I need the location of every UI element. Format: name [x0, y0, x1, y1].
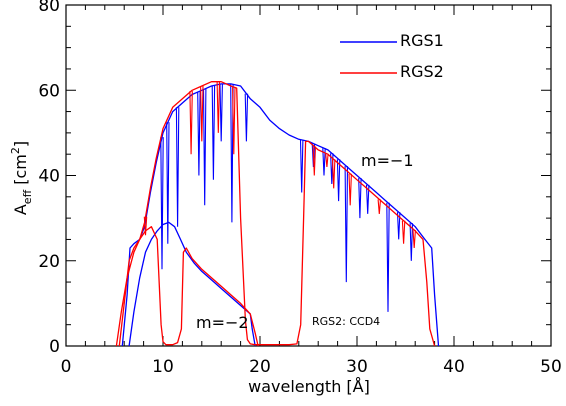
rgs2-absorption-dip: [200, 85, 204, 142]
x-tick-label: 50: [540, 357, 562, 377]
x-tick-label: 0: [61, 357, 72, 377]
rgs2-absorption-dip: [377, 199, 382, 214]
y-axis-title: Aeff [cm2]: [9, 141, 34, 215]
rgs1-absorption-dip: [202, 88, 207, 206]
series-rgs1: [121, 83, 440, 347]
rgs1-absorption-dip: [396, 212, 401, 240]
rgs2-order-minus2-line: [115, 226, 259, 347]
rgs1-absorption-dip: [244, 93, 249, 142]
annotation-order-minus1: m=−1: [361, 151, 414, 170]
rgs1-absorption-dip: [365, 184, 370, 214]
x-axis-title: wavelength [Å]: [248, 377, 370, 396]
x-tick-label: 30: [346, 357, 368, 377]
rgs1-absorption-dip: [358, 178, 362, 219]
rgs1-absorption-dip: [409, 223, 414, 261]
rgs1-absorption-dip: [322, 148, 326, 176]
rgs1-absorption-dip: [299, 139, 304, 193]
rgs1-absorption-dip: [336, 159, 341, 202]
rgs2-absorption-dip: [143, 216, 148, 236]
legend-label-rgs1: RGS1: [400, 31, 444, 50]
rgs1-absorption-dip: [166, 122, 170, 244]
y-tick-label: 0: [49, 337, 60, 357]
rgs2-order-minus1-line: [118, 81, 436, 347]
y-axis-title-main: A: [11, 204, 30, 215]
rgs1-absorption-dip: [344, 166, 349, 283]
rgs1-absorption-dip: [230, 84, 234, 223]
y-axis-title-close: ]: [11, 141, 30, 147]
y-axis-title-sub: eff: [21, 189, 34, 204]
rgs2-absorption-dip: [401, 220, 406, 244]
rgs1-absorption-dip: [160, 137, 164, 270]
rgs2-absorption-dip: [216, 81, 221, 133]
x-tick-label: 20: [249, 357, 271, 377]
annotation-rgs2-ccd4: RGS2: CCD4: [312, 315, 380, 328]
rgs1-absorption-dip: [211, 85, 216, 180]
y-tick-label: 40: [38, 167, 60, 187]
rgs1-absorption-dip: [197, 91, 201, 176]
rgs1-absorption-dip: [386, 202, 390, 312]
y-axis-title-sup: 2: [9, 147, 22, 154]
rgs1-absorption-dip: [219, 83, 223, 142]
series-rgs2: [115, 81, 436, 347]
rgs2-absorption-dip: [331, 159, 336, 189]
legend: RGS1 RGS2: [340, 31, 444, 81]
rgs2-absorption-dip: [189, 91, 193, 155]
axis-ticks: [65, 4, 552, 347]
y-axis-title-unit: [cm: [11, 154, 30, 190]
y-tick-label: 60: [38, 81, 60, 101]
annotation-order-minus2: m=−2: [196, 313, 249, 332]
y-tick-label: 20: [38, 252, 60, 272]
rgs2-absorption-dip: [412, 230, 416, 249]
rgs2-absorption-dip: [232, 87, 236, 155]
series-curves: [115, 81, 440, 347]
rgs1-order-minus2-line: [128, 221, 256, 347]
x-tick-label: 40: [443, 357, 465, 377]
rgs2-absorption-dip: [348, 173, 352, 206]
x-tick-label: 10: [152, 357, 174, 377]
rgs2-absorption-dip: [325, 153, 329, 168]
rgs1-order-minus1-line: [121, 83, 440, 347]
plot-frame: [65, 4, 552, 347]
rgs1-absorption-dip: [175, 107, 180, 227]
y-tick-label: 80: [38, 0, 60, 16]
tick-labels: 0 10 20 30 40 50 0 20 40 60 80: [38, 0, 561, 377]
rgs2-absorption-dip: [312, 146, 317, 176]
legend-label-rgs2: RGS2: [400, 62, 444, 81]
